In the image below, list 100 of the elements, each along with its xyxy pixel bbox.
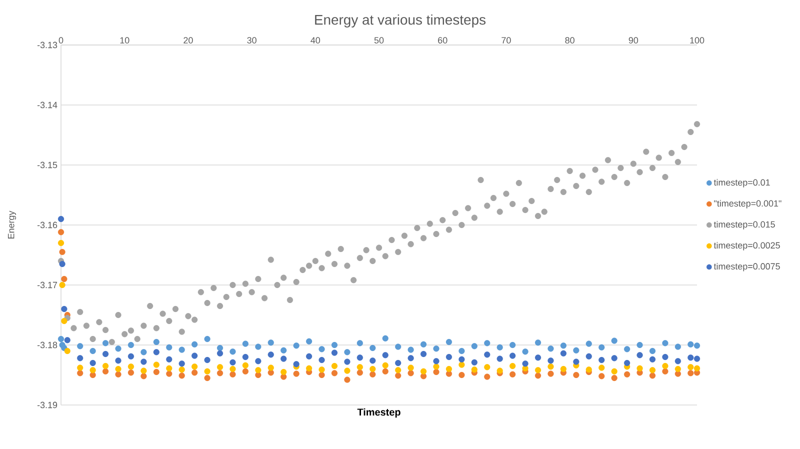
point <box>560 366 566 372</box>
point <box>102 350 109 358</box>
x-tick-label: 40 <box>310 37 320 44</box>
point <box>458 356 465 362</box>
point <box>674 366 681 372</box>
x-tick-label: 30 <box>247 37 256 44</box>
point <box>560 350 566 356</box>
point <box>255 344 262 350</box>
point <box>522 360 528 367</box>
point <box>204 374 210 382</box>
legend-label: timestep=0.01 <box>714 179 770 188</box>
point <box>216 370 224 376</box>
point <box>102 368 109 374</box>
point <box>662 368 668 374</box>
point <box>484 374 490 380</box>
point <box>636 342 643 348</box>
point <box>534 354 542 361</box>
point <box>306 338 312 344</box>
point <box>178 372 185 379</box>
x-tick-label: 80 <box>565 37 574 44</box>
point <box>662 340 668 346</box>
point <box>496 344 503 350</box>
point <box>102 340 109 346</box>
point <box>242 354 248 360</box>
point <box>59 260 66 268</box>
point <box>496 356 503 362</box>
point <box>204 336 210 342</box>
point <box>64 348 70 354</box>
point <box>433 368 440 376</box>
point <box>395 360 402 366</box>
y-tick-label: -3.17 <box>37 282 58 288</box>
x-tick-label: 70 <box>502 37 511 44</box>
point <box>128 353 134 360</box>
point <box>420 368 427 374</box>
point <box>420 341 427 348</box>
point <box>688 370 694 376</box>
point <box>61 318 68 324</box>
point <box>674 358 681 364</box>
y-axis-title: Energy <box>8 210 16 238</box>
point <box>611 374 618 382</box>
point <box>140 368 147 374</box>
point <box>140 358 147 365</box>
point <box>649 348 656 354</box>
x-tick-label: 20 <box>184 37 193 44</box>
point <box>280 347 287 354</box>
point <box>128 364 134 370</box>
point <box>331 362 338 370</box>
point <box>484 352 490 358</box>
point <box>458 348 465 354</box>
point <box>166 356 172 362</box>
point <box>230 348 236 355</box>
point <box>694 356 700 362</box>
point <box>611 338 618 344</box>
point <box>318 372 325 378</box>
point <box>318 356 325 364</box>
point <box>598 373 605 380</box>
point <box>178 360 185 367</box>
point <box>548 364 554 370</box>
point <box>293 370 300 377</box>
point <box>230 359 236 366</box>
x-tick-label: 90 <box>628 37 638 44</box>
point <box>534 367 542 374</box>
point <box>216 350 224 356</box>
point <box>694 365 700 372</box>
point <box>268 364 274 371</box>
point <box>61 276 68 282</box>
y-tick-label: -3.15 <box>37 162 58 168</box>
legend-label: timestep=0.015 <box>714 220 775 230</box>
point <box>395 344 402 350</box>
point <box>90 348 96 354</box>
point <box>166 344 172 350</box>
point <box>318 366 325 373</box>
point <box>573 372 580 378</box>
legend-label: "timestep=0.001" <box>714 200 782 208</box>
y-tick-label: -3.18 <box>37 342 58 348</box>
point <box>140 373 147 380</box>
point <box>153 349 160 356</box>
point <box>356 340 363 346</box>
point <box>115 366 122 372</box>
point <box>598 344 605 350</box>
point <box>408 346 414 353</box>
point <box>115 371 122 378</box>
point <box>268 352 274 358</box>
point <box>59 282 66 288</box>
x-tick-label: 0 <box>58 37 64 44</box>
point <box>420 350 427 358</box>
point <box>694 342 700 349</box>
point <box>382 352 388 358</box>
point <box>510 352 516 359</box>
point <box>624 371 630 378</box>
point <box>178 366 185 373</box>
y-tick-label: -3.19 <box>37 402 58 408</box>
point <box>344 349 350 356</box>
x-axis-title: Timestep <box>357 408 400 418</box>
point <box>153 368 160 376</box>
point <box>153 362 160 368</box>
point <box>510 362 516 370</box>
x-tick-label: 60 <box>438 37 448 44</box>
point <box>496 368 503 374</box>
point <box>230 366 236 372</box>
